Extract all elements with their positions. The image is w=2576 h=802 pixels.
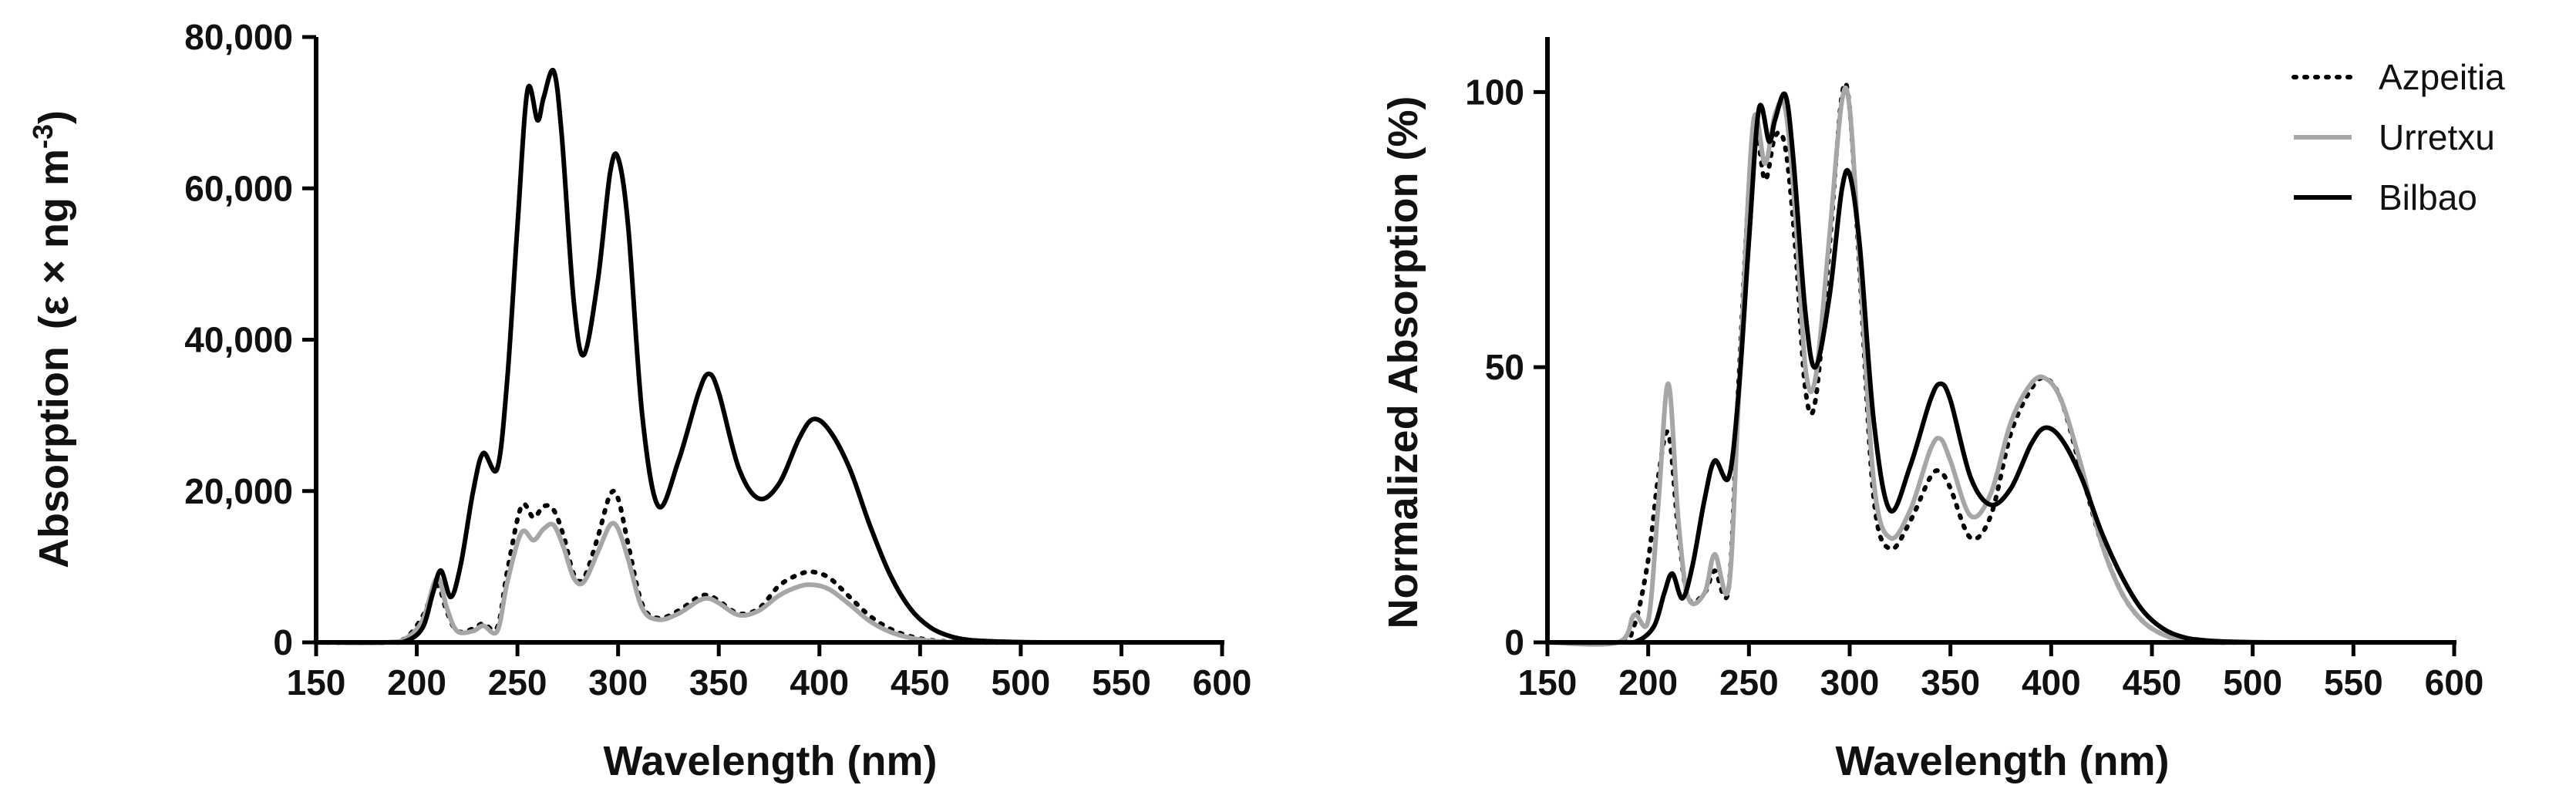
absorption-x-ticks: 150 200 250 300 350 400 450 500 550 600 [287,642,1252,703]
normalized-x-tick-label: 300 [1820,662,1880,703]
absorption-y-tick-label: 20,000 [184,471,293,511]
normalized-x-ticks: 150 200 250 300 350 400 450 500 550 600 [1518,642,2484,703]
legend-label-azpeitia: Azpeitia [2379,57,2505,97]
normalized-x-tick-label: 400 [2022,662,2081,703]
normalized-x-tick-label: 550 [2324,662,2383,703]
absorption-y-tick-label: 80,000 [184,17,293,57]
normalized-x-tick-label: 250 [1719,662,1779,703]
normalized-series-group [1545,80,2456,647]
absorption-y-tick-label: 0 [273,622,293,662]
normalized-series-urretxu [1547,86,2454,647]
absorption-x-tick-label: 600 [1193,662,1252,703]
absorption-x-tick-label: 550 [1092,662,1151,703]
legend-label-urretxu: Urretxu [2379,117,2495,157]
normalized-y-tick-label: 0 [1504,622,1524,662]
normalized-x-tick-label: 450 [2123,662,2182,703]
normalized-y-tick-label: 100 [1465,72,1524,112]
absorption-y-ticks: 0 20,000 40,000 60,000 80,000 [184,17,316,662]
normalized-x-tick-label: 500 [2223,662,2282,703]
absorption-x-tick-label: 200 [387,662,446,703]
absorption-y-tick-label: 40,000 [184,320,293,360]
normalized-y-axis-title: Normalized Absorption (%) [1380,96,1426,628]
absorption-x-tick-label: 250 [488,662,547,703]
normalized-x-tick-label: 200 [1618,662,1678,703]
normalized-y-ticks: 0 50 100 [1465,72,1547,662]
absorption-x-tick-label: 400 [790,662,849,703]
absorption-x-tick-label: 450 [891,662,950,703]
absorption-x-tick-label: 500 [992,662,1051,703]
absorption-series-urretxu [315,521,1222,645]
legend: Azpeitia Urretxu Bilbao [2291,57,2505,217]
absorption-y-axis-title-units: (ε × ng m [31,149,77,329]
absorption-chart: 150 200 250 300 350 400 450 500 550 600 0 20,000 40… [27,17,1251,784]
normalized-absorption-chart: 150 200 250 300 350 400 450 500 550 600 0 50 100 Wa… [1380,37,2483,784]
normalized-x-axis-title: Wavelength (nm) [1835,738,2169,784]
absorption-x-axis-title: Wavelength (nm) [603,738,937,784]
normalized-series-bilbao [1547,91,2454,645]
normalized-x-tick-label: 350 [1921,662,1980,703]
absorption-y-axis-title-superscript: -3 [27,124,59,149]
normalized-x-tick-label: 150 [1518,662,1578,703]
absorption-x-tick-label: 150 [287,662,346,703]
absorption-y-axis-title-main: Absorption [31,346,77,568]
absorption-y-axis-title-close: ) [31,110,77,124]
absorption-x-tick-label: 350 [689,662,749,703]
normalized-x-tick-label: 600 [2425,662,2484,703]
absorption-series-bilbao [315,67,1222,645]
normalized-y-tick-label: 50 [1485,347,1524,387]
legend-label-bilbao: Bilbao [2379,177,2477,217]
absorption-y-tick-label: 60,000 [184,168,293,208]
absorption-x-tick-label: 300 [588,662,648,703]
absorption-series-group [314,67,1224,645]
absorption-y-axis-title: Absorption (ε × ng m-3) [27,110,77,568]
